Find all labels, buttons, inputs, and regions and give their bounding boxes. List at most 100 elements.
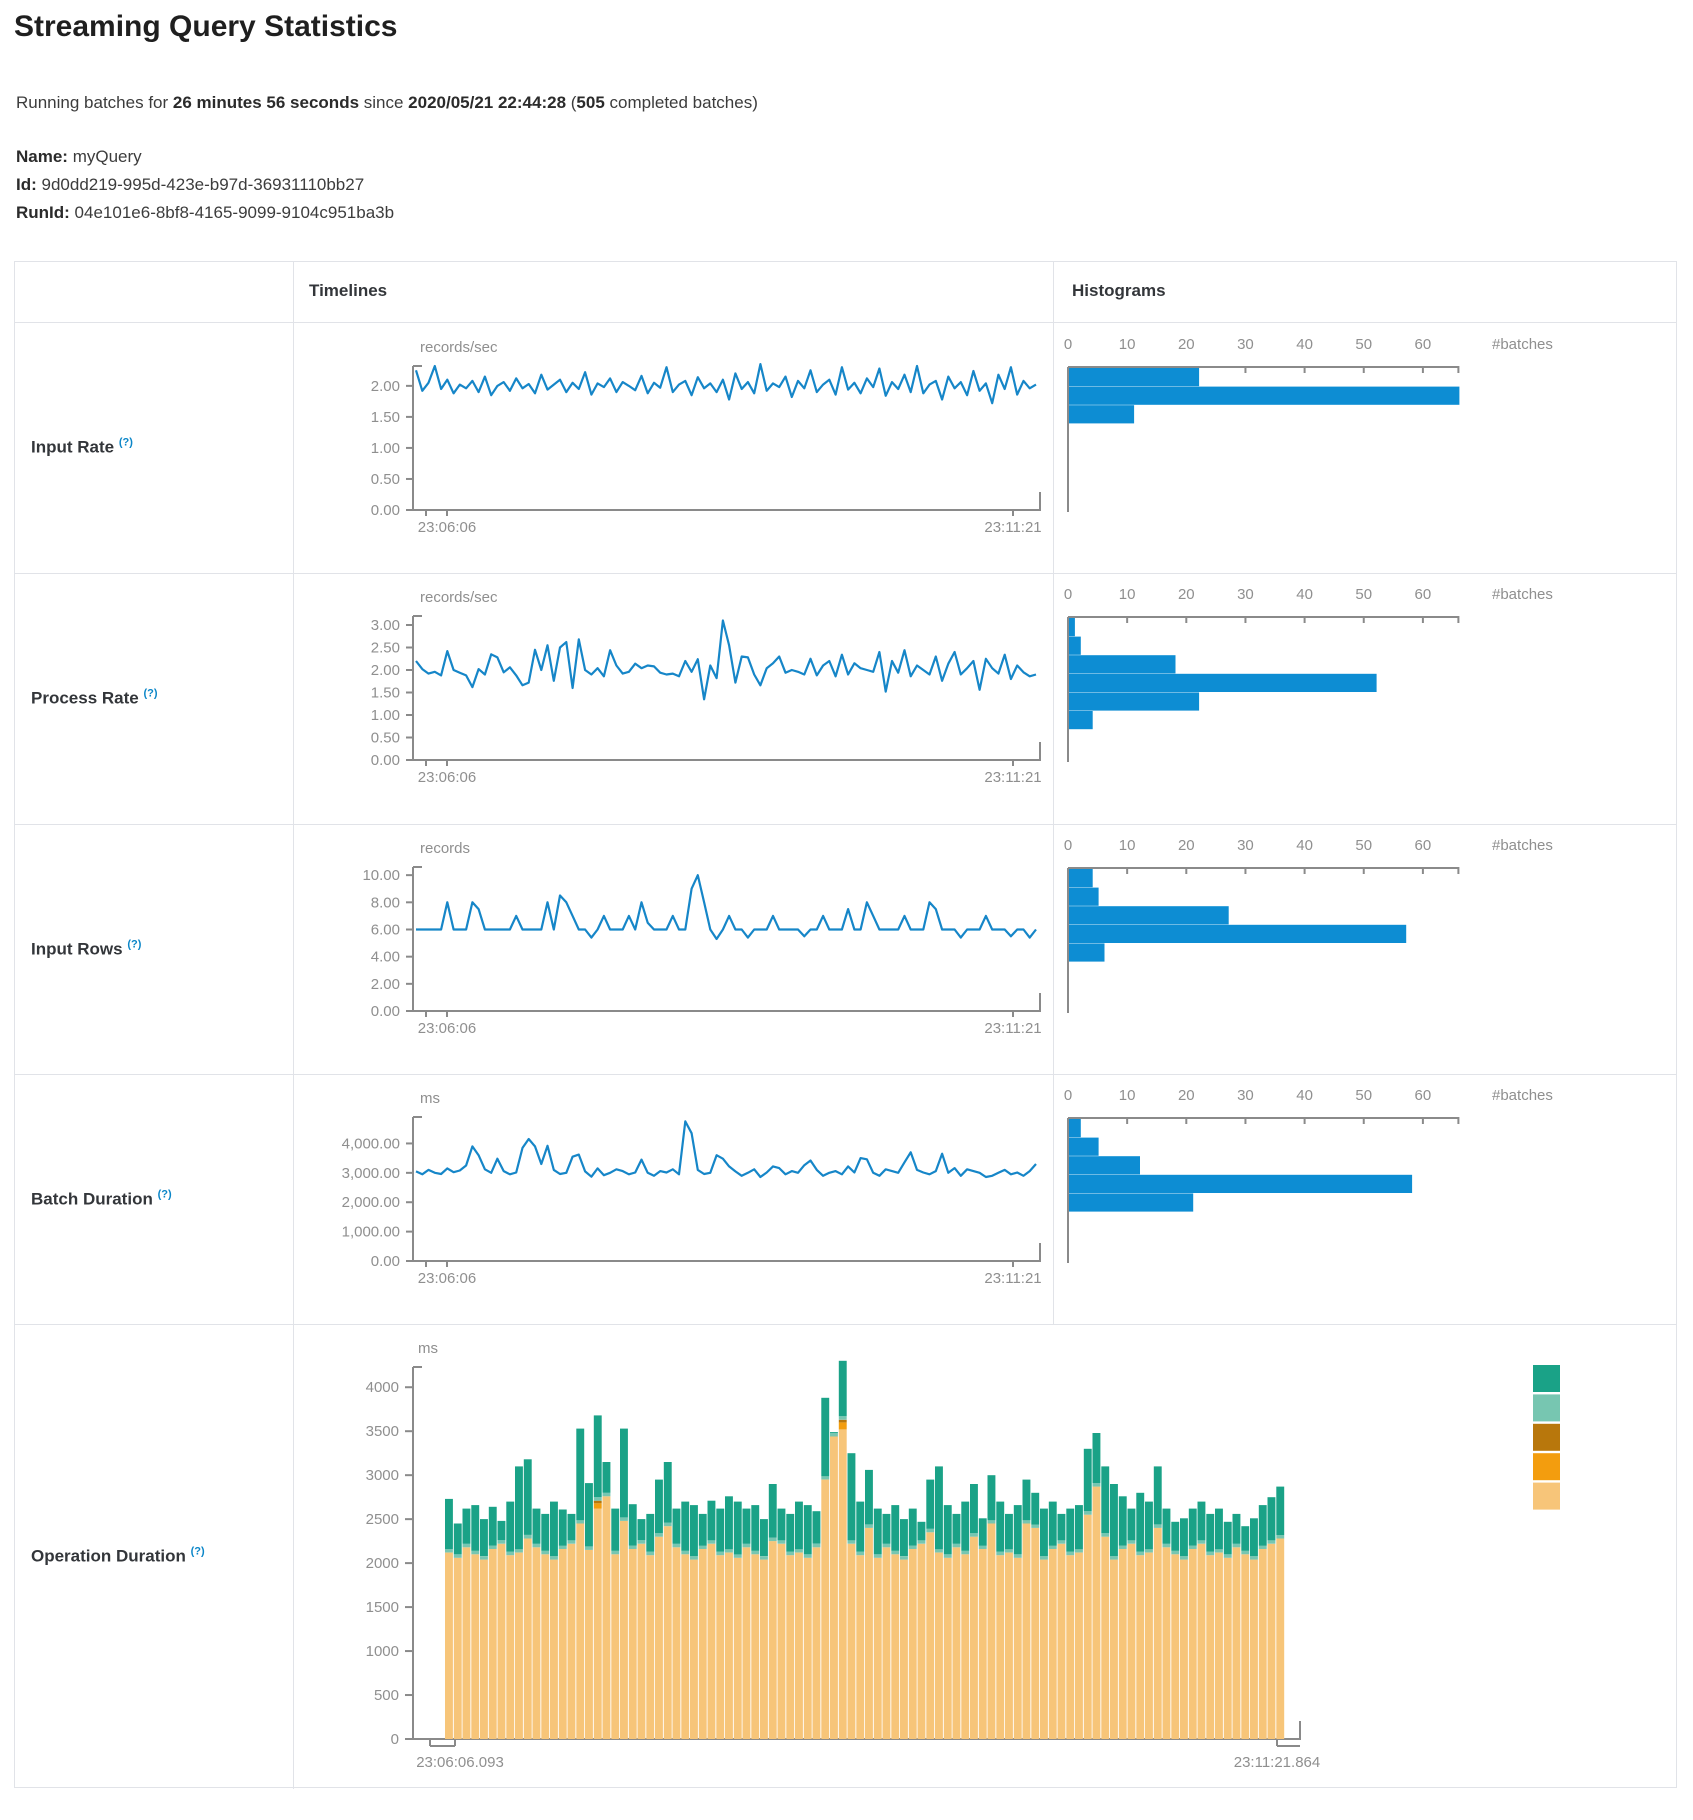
light-teal-swatch <box>1533 1394 1560 1422</box>
svg-text:500: 500 <box>374 1687 399 1704</box>
divider <box>15 824 1676 825</box>
query-name-label: Name: <box>16 147 68 166</box>
svg-text:50: 50 <box>1355 837 1372 854</box>
svg-text:records: records <box>420 840 470 857</box>
svg-text:4.00: 4.00 <box>371 949 400 966</box>
svg-text:2.00: 2.00 <box>371 662 400 679</box>
svg-text:20: 20 <box>1178 837 1195 854</box>
svg-text:50: 50 <box>1355 336 1372 353</box>
tan-swatch <box>1533 1482 1560 1510</box>
svg-text:40: 40 <box>1296 837 1313 854</box>
running-summary: Running batches for 26 minutes 56 second… <box>16 93 758 112</box>
svg-text:50: 50 <box>1355 1087 1372 1104</box>
svg-text:ms: ms <box>418 1340 438 1357</box>
svg-text:10.00: 10.00 <box>362 867 400 884</box>
svg-text:23:11:21: 23:11:21 <box>984 769 1041 786</box>
dark-gold-swatch <box>1533 1423 1560 1451</box>
process-rate-help-icon[interactable]: (?) <box>143 687 158 700</box>
input-rate-timeline-chart: records/sec 0.00 0.50 1.00 1.50 2.00 23:06:06 2… <box>371 339 1042 536</box>
svg-text:#batches: #batches <box>1492 837 1553 854</box>
svg-text:40: 40 <box>1296 586 1313 603</box>
svg-text:4000: 4000 <box>366 1379 399 1396</box>
svg-text:40: 40 <box>1296 336 1313 353</box>
svg-text:10: 10 <box>1119 837 1136 854</box>
divider <box>293 262 294 1789</box>
svg-text:2.50: 2.50 <box>371 640 400 657</box>
page-title: Streaming Query Statistics <box>14 10 398 43</box>
svg-text:30: 30 <box>1237 837 1254 854</box>
svg-text:50: 50 <box>1355 586 1372 603</box>
svg-text:23:11:21.864: 23:11:21.864 <box>1234 1754 1320 1771</box>
input-rows-timeline-chart: records 0.00 2.00 4.00 6.00 8.00 10.00 23:06:06… <box>362 840 1041 1037</box>
svg-text:40: 40 <box>1296 1087 1313 1104</box>
svg-text:0.00: 0.00 <box>371 1003 400 1020</box>
svg-text:0: 0 <box>1064 586 1072 603</box>
divider <box>1053 262 1054 1324</box>
svg-text:0.00: 0.00 <box>371 1253 400 1270</box>
svg-text:0.50: 0.50 <box>371 471 400 488</box>
svg-text:8.00: 8.00 <box>371 894 400 911</box>
divider <box>15 1074 1676 1075</box>
input-rate-help-icon[interactable]: (?) <box>118 436 133 449</box>
query-runid-label: RunId: <box>16 203 70 222</box>
svg-text:60: 60 <box>1415 1087 1432 1104</box>
svg-text:23:06:06: 23:06:06 <box>418 519 476 536</box>
input-rate-histogram-chart: 0 10 20 30 40 50 60 #batches <box>1064 336 1553 512</box>
query-runid-value: 04e101e6-8bf8-4165-9099-9104c951ba3b <box>69 203 395 222</box>
svg-text:23:11:21: 23:11:21 <box>984 1020 1041 1037</box>
query-meta: Name: myQuery Id: 9d0dd219-995d-423e-b97… <box>16 143 394 227</box>
svg-text:4,000.00: 4,000.00 <box>342 1135 400 1152</box>
svg-text:2000: 2000 <box>366 1555 399 1572</box>
operation-duration-help-icon[interactable]: (?) <box>190 1545 205 1558</box>
svg-text:20: 20 <box>1178 336 1195 353</box>
svg-text:3000: 3000 <box>366 1467 399 1484</box>
process-rate-timeline-chart: records/sec 0.00 0.50 1.00 1.50 2.00 2.50 3.00 2… <box>371 589 1042 786</box>
svg-text:23:06:06.093: 23:06:06.093 <box>416 1754 504 1771</box>
svg-text:60: 60 <box>1415 336 1432 353</box>
process-rate-histogram-chart: 0 10 20 30 40 50 60 #batches <box>1064 586 1553 762</box>
svg-text:records/sec: records/sec <box>420 339 498 356</box>
svg-text:60: 60 <box>1415 586 1432 603</box>
svg-text:0.00: 0.00 <box>371 752 400 769</box>
svg-text:1.50: 1.50 <box>371 685 400 702</box>
svg-text:ms: ms <box>420 1090 440 1107</box>
divider <box>15 573 1676 574</box>
orange-swatch <box>1533 1453 1560 1481</box>
row-label-batch-duration: Batch Duration (?) <box>31 1188 172 1209</box>
query-name-line: Name: myQuery <box>16 143 394 171</box>
input-rows-histogram-chart: 0 10 20 30 40 50 60 #batches <box>1064 837 1553 1013</box>
start-timestamp: 2020/05/21 22:44:28 <box>408 93 567 112</box>
svg-text:2.00: 2.00 <box>371 976 400 993</box>
svg-text:10: 10 <box>1119 1087 1136 1104</box>
operation-duration-stacked-chart: ms 0 500 1000 1500 2000 2500 3000 3500 4000 23:06:… <box>366 1340 1560 1771</box>
svg-text:30: 30 <box>1237 586 1254 603</box>
query-id-label: Id: <box>16 175 37 194</box>
svg-text:2.00: 2.00 <box>371 378 400 395</box>
svg-text:#batches: #batches <box>1492 1087 1553 1104</box>
query-name-value: myQuery <box>67 147 142 166</box>
summary-text: Running batches for <box>16 93 173 112</box>
svg-text:23:11:21: 23:11:21 <box>984 1270 1041 1287</box>
svg-text:0.00: 0.00 <box>371 502 400 519</box>
svg-text:1,000.00: 1,000.00 <box>342 1224 400 1241</box>
svg-text:10: 10 <box>1119 336 1136 353</box>
svg-text:0: 0 <box>1064 336 1072 353</box>
svg-text:20: 20 <box>1178 586 1195 603</box>
batch-duration-help-icon[interactable]: (?) <box>157 1188 172 1201</box>
svg-text:30: 30 <box>1237 1087 1254 1104</box>
svg-text:3,000.00: 3,000.00 <box>342 1165 400 1182</box>
svg-text:23:06:06: 23:06:06 <box>418 1020 476 1037</box>
divider <box>15 322 1676 323</box>
batch-duration-histogram-chart: 0 10 20 30 40 50 60 #batches <box>1064 1087 1553 1263</box>
row-label-operation-duration: Operation Duration (?) <box>31 1545 205 1566</box>
svg-text:1000: 1000 <box>366 1643 399 1660</box>
running-duration: 26 minutes 56 seconds <box>172 93 360 112</box>
query-id-value: 9d0dd219-995d-423e-b97d-36931110bb27 <box>36 175 365 194</box>
column-header-timelines: Timelines <box>309 281 388 300</box>
svg-text:0.50: 0.50 <box>371 730 400 747</box>
batch-duration-timeline-chart: ms 0.00 1,000.00 2,000.00 3,000.00 4,000.00 23… <box>342 1090 1042 1287</box>
svg-text:23:06:06: 23:06:06 <box>418 1270 476 1287</box>
svg-text:23:06:06: 23:06:06 <box>418 769 476 786</box>
input-rows-help-icon[interactable]: (?) <box>127 938 142 951</box>
